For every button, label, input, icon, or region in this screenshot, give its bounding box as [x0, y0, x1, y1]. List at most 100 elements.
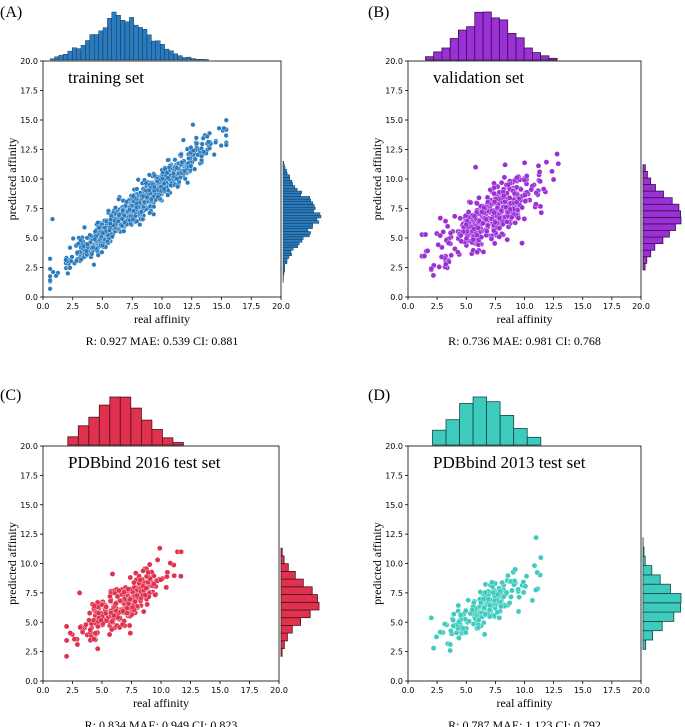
- scatter-point: [504, 236, 510, 243]
- y-tick-label: 17.5: [385, 87, 403, 96]
- x-tick-label: 0.0: [37, 686, 50, 695]
- scatter-point: [506, 195, 513, 201]
- scatter-point: [83, 621, 89, 628]
- scatter-point: [538, 209, 545, 216]
- scatter-point: [63, 623, 70, 630]
- scatter-point: [519, 204, 525, 211]
- panel-d: (D) 0.00.0 2.5 2.5 5.0 5.0 7.5 7.5 10.0 10.0 12.5 1…: [368, 387, 682, 727]
- histogram-bar: [282, 236, 304, 240]
- scatter-point: [216, 125, 222, 131]
- histogram-bar: [282, 239, 303, 243]
- scatter-point: [450, 623, 457, 629]
- histogram-bar: [67, 436, 79, 446]
- y-tick-label: 12.5: [385, 146, 403, 155]
- histogram-bar: [159, 44, 165, 61]
- scatter-point: [491, 240, 498, 247]
- x-tick-label: 5.0: [460, 302, 473, 311]
- scatter-point: [53, 273, 59, 279]
- histogram-bar: [642, 555, 646, 566]
- histogram-bar: [177, 55, 183, 61]
- scatter-point: [498, 179, 505, 186]
- scatter-point: [509, 587, 515, 594]
- scatter-point: [474, 232, 480, 238]
- scatter-point: [50, 216, 55, 222]
- x-tick-label: 20.0: [632, 302, 650, 311]
- scatter-point: [69, 254, 75, 260]
- histogram-bar: [280, 555, 285, 565]
- x-tick-label: 12.5: [545, 302, 563, 311]
- scatter-point: [148, 196, 154, 202]
- scatter-point: [135, 177, 141, 183]
- histogram-bar: [282, 223, 313, 227]
- scatter-point: [451, 611, 457, 617]
- scatter-point: [494, 204, 501, 211]
- scatter-point: [543, 159, 550, 165]
- histogram-bar: [280, 601, 320, 611]
- histogram-bar: [532, 52, 542, 61]
- x-tick-label: 17.5: [242, 302, 260, 311]
- scatter-point: [437, 629, 444, 635]
- y-tick-label: 12.5: [385, 530, 403, 539]
- scatter-point: [501, 593, 507, 600]
- scatter-point: [514, 174, 520, 181]
- y-tick-label: 2.5: [390, 648, 403, 657]
- scatter-point: [121, 589, 127, 596]
- scatter-point: [152, 592, 158, 598]
- scatter-point: [550, 176, 557, 183]
- x-tick-label: 0.0: [402, 302, 415, 311]
- histogram-bar: [203, 59, 209, 61]
- scatter-point: [484, 222, 491, 229]
- histogram-bar: [140, 419, 153, 446]
- y-tick-label: 10.0: [385, 560, 403, 569]
- histogram-bar: [76, 48, 82, 61]
- panel-b: (B) 0.00.0 2.5 2.5 5.0 5.0 7.5 7.5 10.0 10.0 12.5 1…: [368, 4, 682, 348]
- scatter-point: [451, 213, 458, 220]
- scatter-point: [485, 596, 491, 603]
- right-histogram: [642, 164, 682, 271]
- scatter-point: [494, 609, 501, 615]
- scatter-point: [463, 221, 470, 228]
- scatter-point: [94, 645, 101, 652]
- histogram-bar: [642, 243, 656, 251]
- scatter-point: [155, 194, 161, 200]
- y-tick-label: 20.0: [20, 442, 38, 451]
- x-tick-label: 7.5: [489, 686, 502, 695]
- chart-title: training set: [68, 68, 144, 87]
- scatter-point: [182, 168, 188, 174]
- scatter-point: [172, 157, 178, 163]
- histogram-bar: [282, 244, 298, 248]
- histogram-bar: [280, 648, 283, 657]
- histogram-bar: [280, 563, 289, 572]
- y-tick-label: 15.0: [385, 501, 403, 510]
- histogram-bar: [282, 198, 311, 203]
- scatter-point: [50, 269, 56, 275]
- scatter-point: [479, 209, 485, 215]
- histogram-bar: [89, 34, 95, 61]
- scatter-point: [74, 258, 79, 264]
- scatter-point: [433, 634, 440, 640]
- scatter-point: [70, 236, 76, 241]
- scatter-point: [424, 248, 431, 254]
- scatter-point: [130, 216, 136, 222]
- y-tick-label: 5.0: [390, 234, 403, 243]
- histogram-bar: [642, 574, 661, 585]
- scatter-point: [455, 249, 461, 255]
- scatter-point: [95, 252, 101, 258]
- scatter-point: [481, 605, 488, 611]
- scatter-point: [134, 186, 140, 192]
- scatter-point: [96, 225, 102, 231]
- scatter-point: [200, 135, 206, 141]
- histogram-bar: [282, 206, 316, 211]
- scatter-point: [100, 243, 105, 249]
- scatter-point: [448, 252, 454, 259]
- scatter-point: [168, 182, 174, 188]
- histogram-bar: [282, 177, 291, 181]
- histogram-bar: [80, 45, 86, 61]
- scatter-point: [122, 219, 128, 225]
- histogram-bar: [282, 274, 284, 278]
- scatter-point: [512, 220, 518, 226]
- histogram-bar: [282, 255, 290, 259]
- histogram-bar: [280, 594, 318, 603]
- scatter-point: [463, 235, 470, 242]
- histogram-bar: [181, 57, 187, 61]
